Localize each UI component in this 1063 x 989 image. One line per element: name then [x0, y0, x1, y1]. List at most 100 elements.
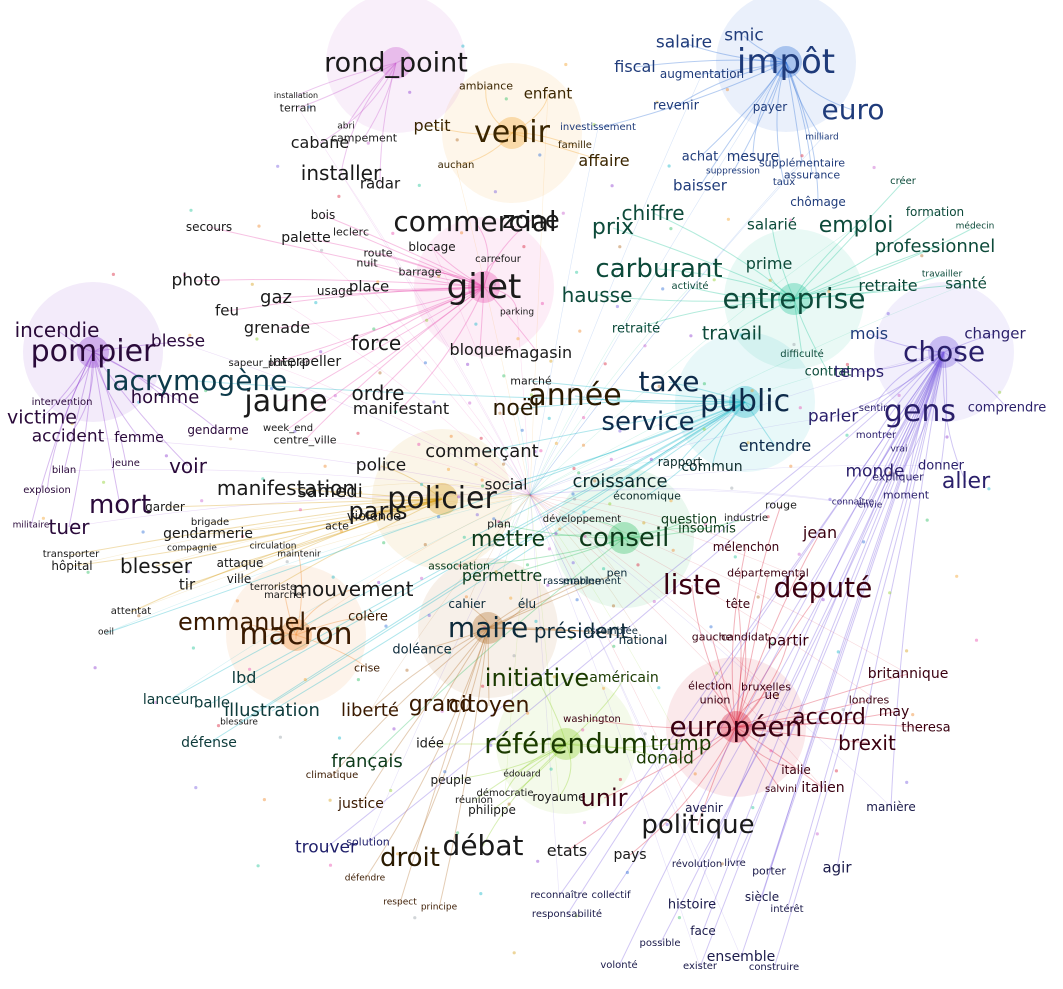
minor-node	[164, 454, 168, 458]
minor-node	[547, 416, 551, 420]
node-label-commun: commun	[681, 459, 743, 475]
node-label-lacrymogène: lacrymogène	[104, 364, 288, 397]
edge-siècle	[761, 351, 945, 898]
node-label-force: force	[350, 331, 402, 355]
minor-node	[854, 230, 858, 234]
minor-node	[307, 105, 311, 109]
node-label-blesse: blesse	[150, 331, 206, 352]
minor-node	[578, 329, 582, 333]
edge-activité	[689, 286, 795, 300]
cluster-halo-chose	[874, 282, 1014, 422]
edge-intérêt	[786, 351, 945, 911]
minor-node	[460, 231, 464, 235]
edge-blessure	[238, 401, 746, 724]
node-label-mettre: mettre	[470, 527, 546, 552]
minor-node	[520, 428, 524, 432]
edge-rassemblement	[487, 581, 583, 629]
edge-italien	[735, 726, 824, 789]
node-label-installation: installation	[273, 91, 319, 100]
edge-cross-investissement	[529, 127, 599, 496]
node-label-connaître: connaître	[831, 497, 875, 508]
node-label-installer: installer	[300, 161, 382, 185]
edge-rapport	[679, 401, 746, 463]
node-label-cahier: cahier	[448, 597, 486, 611]
node-label-service: service	[601, 407, 695, 437]
node-label-idée: idée	[416, 736, 444, 752]
minor-node	[376, 280, 380, 284]
edge-euro	[785, 61, 854, 111]
node-label-baisser: baisser	[673, 176, 727, 195]
node-label-respect: respect	[383, 897, 417, 908]
edge-salaire	[683, 42, 787, 63]
edge-cross-santé	[529, 283, 967, 496]
hub-node-referendum	[550, 728, 582, 760]
node-label-investissement: investissement	[560, 122, 636, 133]
minor-node	[270, 386, 274, 391]
edge-santé	[793, 283, 967, 300]
node-label-défendre: défendre	[344, 873, 386, 884]
minor-node	[377, 580, 381, 585]
node-label-taux: taux	[772, 177, 796, 188]
edge-liberté	[369, 627, 489, 712]
edge-service	[647, 401, 746, 423]
edge-tir	[186, 498, 443, 586]
node-label-européen: européen	[669, 710, 803, 743]
node-label-commercial: commercial	[393, 205, 557, 238]
cluster-halo-macron	[226, 565, 366, 705]
minor-node	[464, 595, 468, 599]
edge-cahier	[466, 603, 490, 629]
edge-cross-bilan	[63, 469, 531, 496]
edge-colère	[295, 616, 369, 636]
minor-node	[552, 675, 557, 679]
minor-node	[955, 574, 959, 578]
hub-node-fiscal	[770, 46, 802, 78]
minor-node	[502, 462, 506, 466]
edge-blocage	[431, 246, 485, 288]
edge-petit	[431, 125, 513, 135]
node-label-photo: photo	[171, 270, 221, 291]
node-label-responsabilité: responsabilité	[531, 909, 603, 920]
edge-week_end	[287, 286, 485, 430]
edge-grand	[440, 627, 489, 706]
edge-garder	[164, 498, 443, 508]
node-label-élection: élection	[688, 679, 732, 693]
edge-permettre	[501, 537, 625, 577]
minor-node	[905, 780, 909, 785]
edge-baisser	[699, 61, 787, 187]
minor-node	[987, 487, 991, 491]
edge-police	[380, 465, 443, 500]
edge-cross-exister	[529, 494, 701, 968]
edge-cross-augmentation	[529, 73, 703, 496]
edge-national	[487, 627, 644, 641]
edge-salvini	[735, 726, 782, 791]
hub-node-conseil	[608, 522, 640, 554]
minor-node	[456, 831, 460, 835]
minor-node	[468, 401, 472, 405]
node-label-gens: gens	[883, 394, 957, 429]
edge-français	[366, 537, 625, 763]
edge-mouvement	[295, 588, 354, 636]
minor-node	[546, 583, 550, 587]
node-label-volonté: volonté	[600, 960, 638, 971]
minor-node	[652, 599, 656, 604]
edge-cross-trump	[529, 494, 682, 744]
node-label-moment: moment	[882, 488, 930, 502]
edge-force	[375, 286, 485, 344]
node-label-chiffre: chiffre	[621, 201, 685, 225]
node-label-avenir: avenir	[685, 801, 723, 815]
node-label-rapport: rapport	[657, 455, 703, 469]
minor-node	[533, 450, 537, 454]
edge-social	[505, 401, 746, 486]
node-label-travailler: travailler	[921, 269, 963, 280]
minor-node	[862, 540, 866, 544]
minor-node	[119, 339, 123, 343]
edge-parler	[832, 351, 945, 418]
node-label-histoire: histoire	[667, 897, 717, 913]
edge-victime	[41, 351, 94, 419]
edge-cross-liberté	[369, 494, 531, 712]
minor-node	[704, 522, 708, 527]
edge-venir	[511, 128, 517, 134]
minor-node	[293, 429, 297, 433]
edge-travail	[731, 298, 795, 335]
